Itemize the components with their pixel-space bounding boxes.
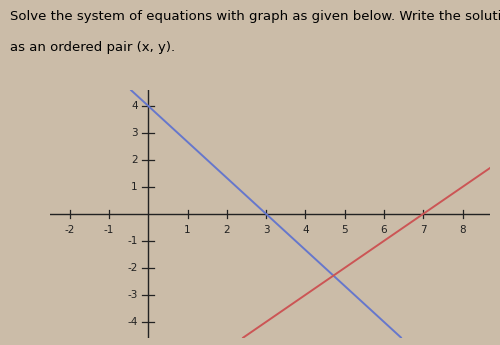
Text: -4: -4 xyxy=(127,317,138,327)
Text: 1: 1 xyxy=(184,225,191,235)
Text: 1: 1 xyxy=(131,182,138,192)
Text: -2: -2 xyxy=(127,263,138,273)
Text: 4: 4 xyxy=(302,225,308,235)
Text: 5: 5 xyxy=(342,225,348,235)
Text: as an ordered pair (x, y).: as an ordered pair (x, y). xyxy=(10,41,175,55)
Text: 4: 4 xyxy=(131,101,138,111)
Text: 2: 2 xyxy=(131,155,138,165)
Text: 3: 3 xyxy=(131,128,138,138)
Text: 7: 7 xyxy=(420,225,426,235)
Text: 6: 6 xyxy=(380,225,387,235)
Text: 8: 8 xyxy=(459,225,466,235)
Text: 2: 2 xyxy=(224,225,230,235)
Text: -1: -1 xyxy=(127,236,138,246)
Text: Solve the system of equations with graph as given below. Write the solution: Solve the system of equations with graph… xyxy=(10,10,500,23)
Text: -2: -2 xyxy=(64,225,75,235)
Text: 3: 3 xyxy=(263,225,270,235)
Text: -3: -3 xyxy=(127,290,138,300)
Text: -1: -1 xyxy=(104,225,114,235)
